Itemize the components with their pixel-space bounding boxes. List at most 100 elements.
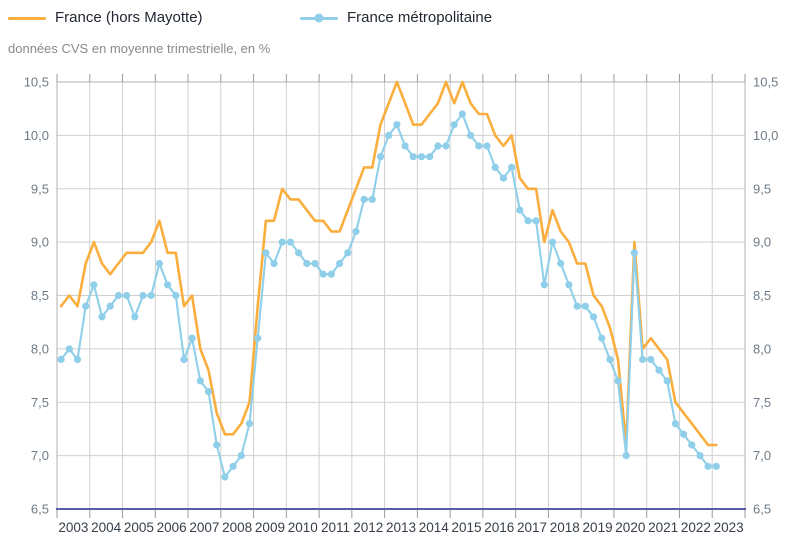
- series-marker: [368, 195, 376, 203]
- legend-item-france-hors-mayotte[interactable]: France (hors Mayotte): [8, 6, 203, 30]
- series-marker: [245, 420, 254, 428]
- series-marker: [557, 259, 565, 268]
- legend-label: France (hors Mayotte): [55, 9, 203, 26]
- x-axis-year-label: 2008: [222, 520, 252, 535]
- series-marker: [90, 281, 98, 289]
- series-marker: [704, 462, 712, 470]
- series-marker: [475, 142, 483, 150]
- series-marker: [221, 473, 229, 481]
- series-marker: [688, 441, 696, 449]
- series-marker: [106, 302, 114, 310]
- series-marker: [565, 281, 573, 289]
- x-axis-year-label: 2022: [681, 520, 711, 535]
- x-axis-year-label: 2014: [419, 520, 450, 535]
- series-marker: [639, 355, 647, 364]
- series-marker: [499, 174, 507, 182]
- series-marker: [606, 355, 614, 364]
- y-axis-label-right: 9,0: [753, 235, 771, 250]
- y-axis-label-right: 8,5: [753, 288, 771, 303]
- x-axis-year-label: 2004: [91, 520, 122, 535]
- legend-label: France métropolitaine: [347, 9, 493, 26]
- series-marker: [270, 259, 278, 268]
- series-marker: [401, 142, 409, 150]
- x-axis-year-label: 2003: [58, 520, 88, 535]
- x-axis-year-label: 2005: [124, 520, 154, 535]
- series-marker: [409, 153, 417, 161]
- series-marker: [344, 249, 352, 257]
- x-axis-year-label: 2019: [583, 520, 613, 535]
- series-marker: [295, 249, 303, 257]
- x-axis-year-label: 2021: [648, 520, 678, 535]
- series-marker: [426, 153, 434, 161]
- x-axis-year-label: 2015: [452, 520, 482, 535]
- series-marker: [262, 249, 270, 257]
- series-marker: [483, 142, 491, 150]
- y-axis-label-right: 6,5: [753, 502, 771, 517]
- series-marker: [204, 388, 213, 396]
- series-marker: [164, 281, 172, 289]
- series-marker: [614, 377, 622, 385]
- series-marker: [655, 366, 663, 374]
- series-marker: [540, 281, 548, 289]
- y-axis-label-left: 7,0: [31, 448, 49, 463]
- series-marker: [180, 355, 188, 364]
- x-axis-year-label: 2018: [550, 520, 580, 535]
- x-axis-year-label: 2012: [353, 520, 383, 535]
- series-marker: [671, 420, 680, 428]
- x-axis-year-label: 2016: [484, 520, 514, 535]
- series-marker: [548, 238, 557, 246]
- series-marker: [65, 345, 73, 353]
- x-axis-year-label: 2017: [517, 520, 547, 535]
- series-marker: [172, 291, 180, 300]
- x-axis-year-label: 2010: [288, 520, 318, 535]
- orange-line-swatch: [8, 16, 46, 20]
- series-marker: [508, 163, 516, 171]
- series-marker: [286, 238, 294, 246]
- blue-marker-dot: [314, 13, 324, 23]
- x-axis-year-label: 2006: [157, 520, 187, 535]
- series-marker: [516, 206, 524, 214]
- series-marker: [311, 259, 319, 268]
- series-marker: [647, 355, 655, 364]
- chart-subtitle: données CVS en moyenne trimestrielle, en…: [8, 41, 271, 56]
- series-marker: [123, 291, 131, 300]
- x-axis-year-label: 2023: [714, 520, 744, 535]
- series-marker: [663, 377, 671, 385]
- series-marker: [278, 238, 286, 246]
- series-marker: [73, 355, 82, 364]
- series-marker: [598, 334, 606, 342]
- series-marker: [450, 121, 458, 129]
- y-axis-label-left: 10,5: [24, 75, 49, 90]
- series-marker: [254, 334, 262, 342]
- series-marker: [82, 302, 90, 310]
- series-marker: [589, 313, 598, 321]
- series-marker: [155, 259, 163, 268]
- series-marker: [57, 355, 65, 364]
- series-marker: [319, 270, 327, 278]
- y-axis-label-right: 7,0: [753, 448, 771, 463]
- series-marker: [237, 452, 245, 460]
- series-marker: [532, 217, 540, 225]
- series-marker: [213, 441, 221, 449]
- series-marker: [188, 334, 196, 342]
- series-marker: [327, 270, 335, 278]
- y-axis-label-right: 9,5: [753, 181, 771, 196]
- x-axis-year-label: 2009: [255, 520, 285, 535]
- series-marker: [581, 302, 589, 310]
- y-axis-label-right: 7,5: [753, 395, 771, 410]
- x-axis-year-label: 2013: [386, 520, 416, 535]
- series-marker: [622, 452, 630, 460]
- series-marker: [303, 259, 311, 268]
- series-marker: [131, 313, 139, 321]
- y-axis-label-left: 8,0: [31, 341, 49, 356]
- series-marker: [680, 430, 688, 438]
- series-marker: [573, 302, 581, 310]
- series-marker: [712, 462, 720, 470]
- y-axis-label-left: 8,5: [31, 288, 49, 303]
- series-marker: [434, 142, 442, 150]
- series-marker: [114, 291, 122, 300]
- series-marker: [376, 153, 385, 161]
- chart-legend: France (hors Mayotte) France métropolita…: [0, 6, 800, 32]
- legend-item-france-metropolitaine[interactable]: France métropolitaine: [300, 6, 492, 30]
